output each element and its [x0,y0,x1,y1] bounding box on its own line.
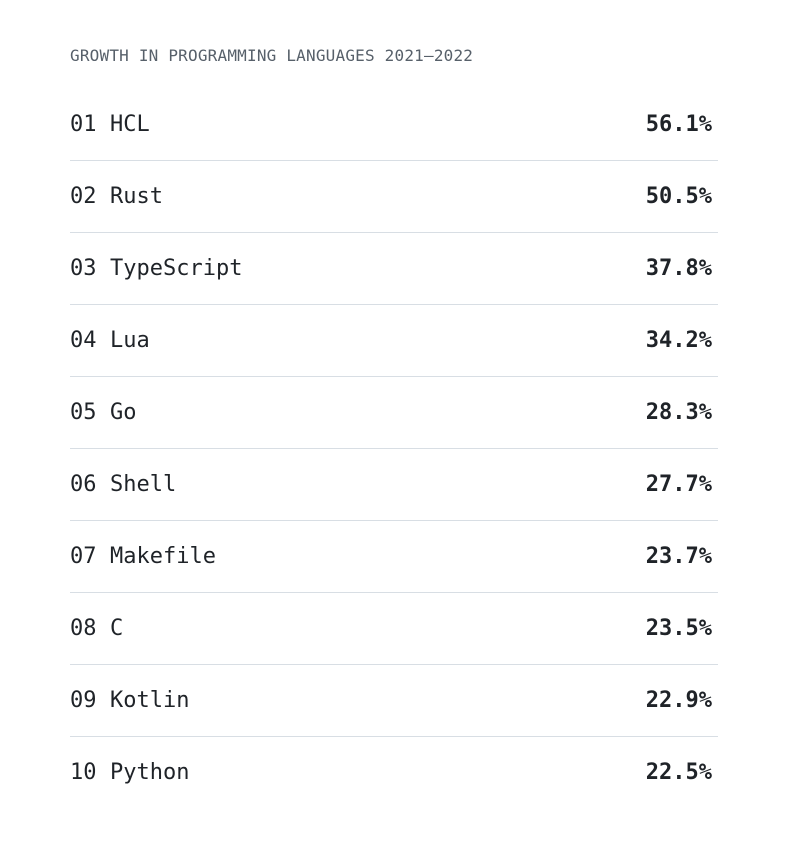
rank-number: 01 [70,112,97,137]
growth-value: 22.9% [645,688,712,713]
growth-value: 23.7% [645,544,712,569]
language-name: Shell [110,472,177,497]
list-item: 08 C 23.5% [70,593,718,665]
rank-number: 10 [70,760,97,785]
rank-number: 07 [70,544,97,569]
language-name: Kotlin [110,688,190,713]
language-name: Makefile [110,544,216,569]
list-item: 09 Kotlin 22.9% [70,665,718,737]
growth-value: 22.5% [645,760,712,785]
language-name: TypeScript [110,256,243,281]
language-name: C [110,616,124,641]
rank-number: 06 [70,472,97,497]
rank-number: 08 [70,616,97,641]
growth-value: 23.5% [645,616,712,641]
rank-number: 04 [70,328,97,353]
growth-value: 37.8% [645,256,712,281]
list-item: 07 Makefile 23.7% [70,521,718,593]
language-name: Rust [110,184,163,209]
rank-number: 05 [70,400,97,425]
list-item: 03 TypeScript 37.8% [70,233,718,305]
page-title: GROWTH IN PROGRAMMING LANGUAGES 2021–202… [70,46,474,65]
language-name: Go [110,400,137,425]
language-list: 01 HCL 56.1% 02 Rust 50.5% 03 TypeScript… [70,89,718,809]
language-name: HCL [110,112,150,137]
growth-value: 34.2% [645,328,712,353]
rank-number: 09 [70,688,97,713]
list-item: 10 Python 22.5% [70,737,718,809]
language-name: Lua [110,328,150,353]
growth-value: 28.3% [645,400,712,425]
list-item: 01 HCL 56.1% [70,89,718,161]
list-item: 02 Rust 50.5% [70,161,718,233]
rank-number: 03 [70,256,97,281]
list-item: 04 Lua 34.2% [70,305,718,377]
list-item: 05 Go 28.3% [70,377,718,449]
language-name: Python [110,760,190,785]
growth-value: 27.7% [645,472,712,497]
growth-value: 50.5% [645,184,712,209]
rank-number: 02 [70,184,97,209]
growth-value: 56.1% [645,112,712,137]
list-item: 06 Shell 27.7% [70,449,718,521]
